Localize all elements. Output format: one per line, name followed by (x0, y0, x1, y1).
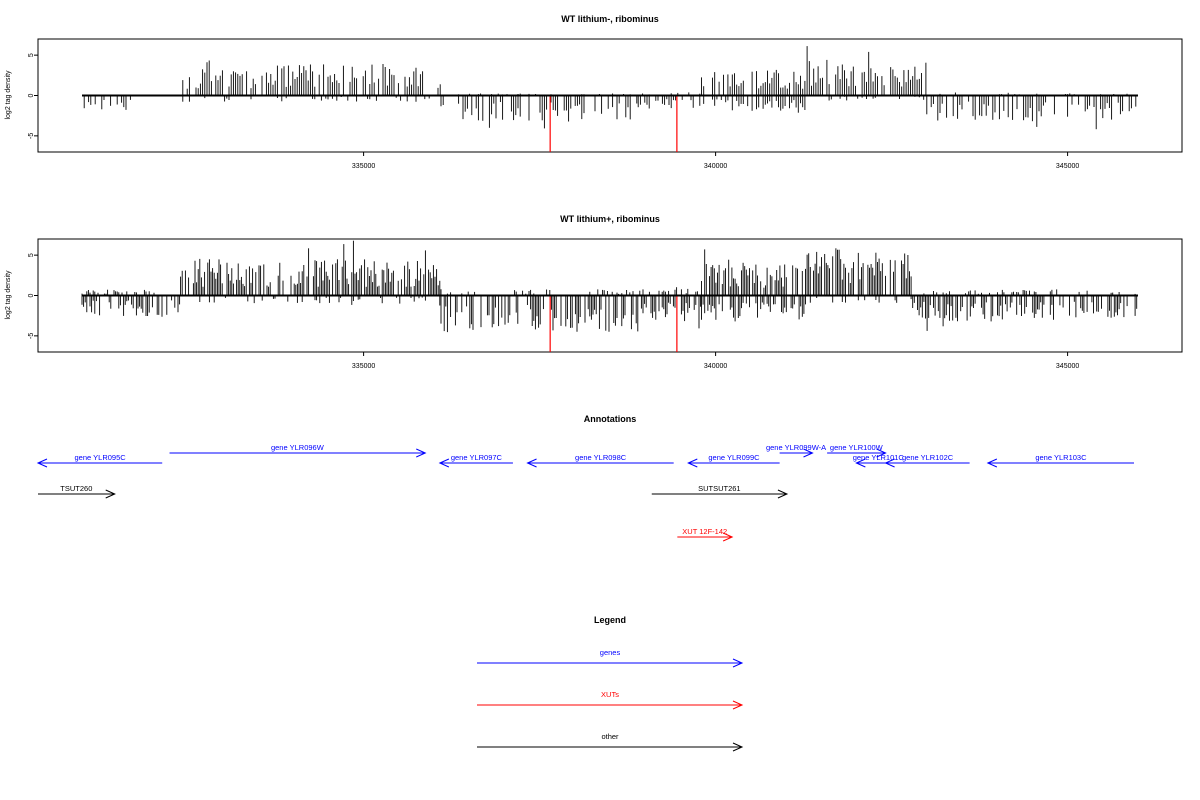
bar-series (82, 46, 1138, 152)
legend-title: Legend (594, 615, 626, 625)
feature-gene: gene YLR096W (169, 443, 427, 458)
x-tick-label: 340000 (704, 363, 727, 370)
y-axis-label: log2 tag density (5, 270, 12, 320)
feature-label: gene YLR099C (708, 453, 760, 462)
feature-gene: gene YLR099C (687, 453, 780, 468)
x-axis: 335000 340000 345000 (352, 152, 1079, 170)
y-tick-label: 0 (28, 93, 35, 97)
feature-label: gene YLR103C (1035, 453, 1087, 462)
legend-label: other (601, 732, 619, 741)
feature-gene: gene YLR100W (827, 443, 887, 458)
y-tick-label: 5 (28, 253, 35, 257)
density-panel-lithium-plus: WT lithium+, ribominus log2 tag density … (5, 214, 1183, 370)
feature-xut: XUT 12F-142 (677, 527, 734, 542)
y-axis: 5 0 -5 (28, 53, 38, 139)
legend-item-xut: XUTs (477, 690, 744, 710)
feature-gene: gene YLR102C (884, 453, 970, 468)
x-tick-label: 335000 (352, 363, 375, 370)
panel-title: WT lithium-, ribominus (561, 14, 659, 24)
feature-label: gene YLR098C (575, 453, 627, 462)
y-tick-label: -5 (28, 133, 35, 139)
y-axis-label: log2 tag density (5, 70, 12, 120)
density-panel-lithium-minus: WT lithium-, ribominus log2 tag density … (5, 14, 1183, 170)
feature-gene: gene YLR097C (438, 453, 513, 468)
x-tick-label: 345000 (1056, 363, 1079, 370)
feature-label: gene YLR095C (75, 453, 127, 462)
feature-label: gene YLR102C (902, 453, 954, 462)
panel-title: WT lithium+, ribominus (560, 214, 660, 224)
annotations-title: Annotations (584, 414, 637, 424)
feature-label: XUT 12F-142 (682, 527, 727, 536)
bar-series (81, 240, 1138, 352)
y-tick-label: 5 (28, 53, 35, 57)
feature-other: SUTSUT261 (651, 484, 789, 499)
feature-gene: gene YLR099W-A (766, 443, 826, 458)
x-tick-label: 340000 (704, 163, 727, 170)
feature-gene: gene YLR101C (853, 453, 905, 468)
legend-label: XUTs (601, 690, 619, 699)
feature-gene: gene YLR098C (526, 453, 674, 468)
legend-item-gene: genes (477, 648, 744, 668)
x-tick-label: 345000 (1056, 163, 1079, 170)
legend-item-other: other (477, 732, 744, 752)
feature-label: gene YLR099W-A (766, 443, 826, 452)
feature-label: gene YLR097C (451, 453, 503, 462)
y-tick-label: -5 (28, 333, 35, 339)
legend: Legend genes XUTs other (477, 615, 744, 752)
feature-label: gene YLR096W (271, 443, 325, 452)
x-axis: 335000 340000 345000 (352, 352, 1079, 370)
feature-label: gene YLR100W (830, 443, 884, 452)
feature-label: gene YLR101C (853, 453, 905, 462)
feature-label: SUTSUT261 (698, 484, 741, 493)
feature-label: TSUT260 (60, 484, 92, 493)
feature-gene: gene YLR103C (986, 453, 1134, 468)
legend-label: genes (600, 648, 621, 657)
annotation-track: Annotations gene YLR095C gene YLR096W gene… (36, 414, 1134, 542)
feature-gene: gene YLR095C (36, 453, 163, 468)
y-tick-label: 0 (28, 293, 35, 297)
y-axis: 5 0 -5 (28, 253, 38, 339)
x-tick-label: 335000 (352, 163, 375, 170)
feature-other: TSUT260 (38, 484, 116, 499)
